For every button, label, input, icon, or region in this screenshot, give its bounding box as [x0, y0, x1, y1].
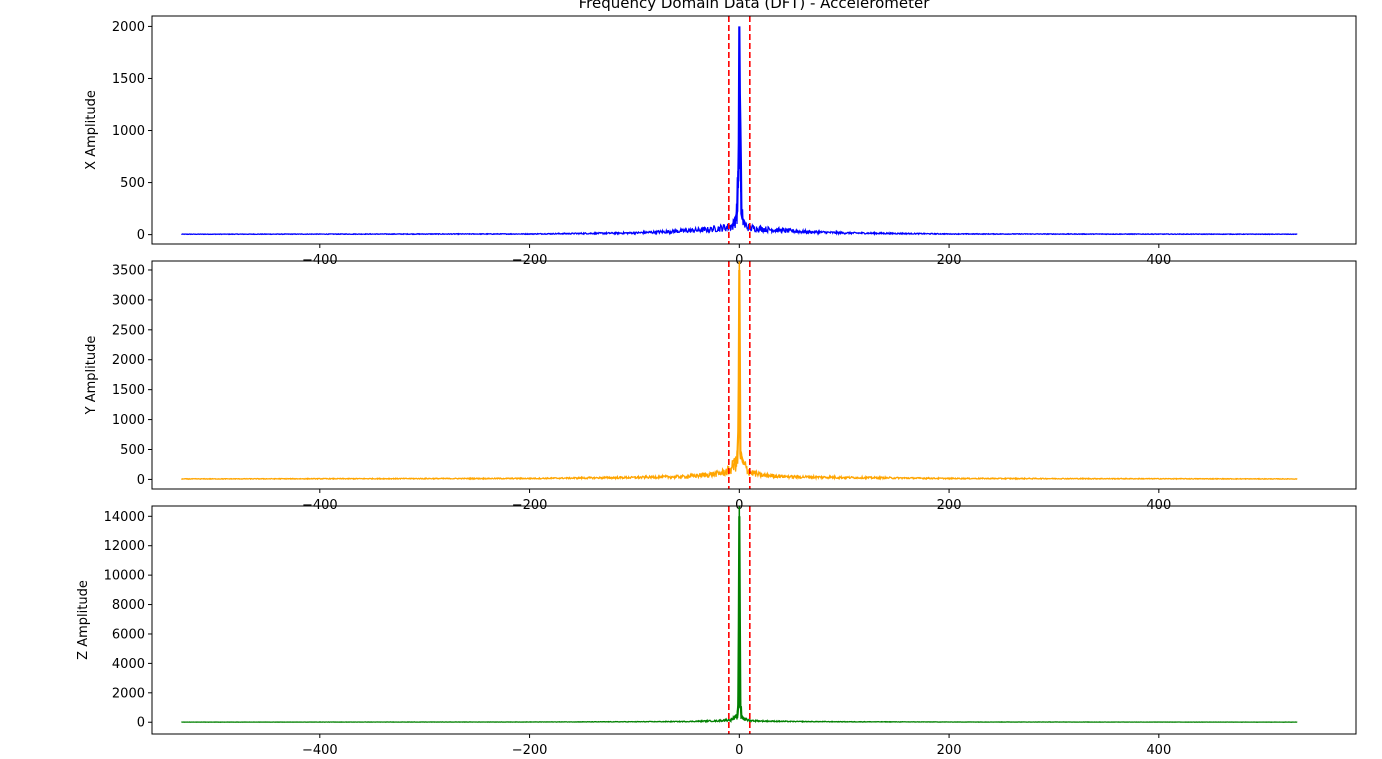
y-tick-label: 8000 [112, 598, 145, 613]
x-tick-label: −400 [302, 743, 338, 758]
y-tick-label: 4000 [112, 657, 145, 672]
y-tick-label: 0 [137, 473, 145, 488]
axes-frame [151, 15, 1357, 245]
series-peak [732, 516, 746, 720]
y-tick-label: 12000 [104, 539, 145, 554]
axes-frame [151, 505, 1357, 735]
chart-title: Frequency Domain Data (DFT) - Accelerome… [579, 0, 931, 12]
y-tick-label: 2000 [112, 353, 145, 368]
axes-frame [151, 260, 1357, 490]
y-tick-label: 1000 [112, 124, 145, 139]
series-line [181, 506, 1298, 724]
y-tick-label: 2000 [112, 20, 145, 35]
y-tick-label: 3000 [112, 293, 145, 308]
y-axis-label: X Amplitude [84, 90, 99, 170]
x-tick-label: 200 [937, 743, 962, 758]
y-tick-label: 3500 [112, 263, 145, 278]
y-tick-label: 10000 [104, 569, 145, 584]
y-tick-label: 14000 [104, 510, 145, 525]
y-tick-label: 0 [137, 228, 145, 243]
y-tick-label: 2500 [112, 323, 145, 338]
y-tick-label: 1000 [112, 413, 145, 428]
y-tick-label: 500 [120, 443, 145, 458]
y-tick-label: 1500 [112, 72, 145, 87]
series-peak [731, 26, 747, 226]
y-tick-label: 0 [137, 716, 145, 731]
series-peak [732, 269, 746, 466]
x-tick-label: 400 [1146, 743, 1171, 758]
series-line [180, 261, 1298, 481]
y-axis-label: Y Amplitude [84, 336, 99, 416]
x-tick-label: −200 [512, 743, 548, 758]
y-tick-label: 2000 [112, 686, 145, 701]
y-tick-label: 6000 [112, 627, 145, 642]
y-axis-label: Z Amplitude [76, 580, 91, 660]
y-tick-label: 500 [120, 176, 145, 191]
x-tick-label: 0 [735, 743, 743, 758]
y-tick-label: 1500 [112, 383, 145, 398]
subplots: 0 500 1000 1500 2000 −400 −200 0 200 400 X Amplitu… [76, 15, 1357, 758]
